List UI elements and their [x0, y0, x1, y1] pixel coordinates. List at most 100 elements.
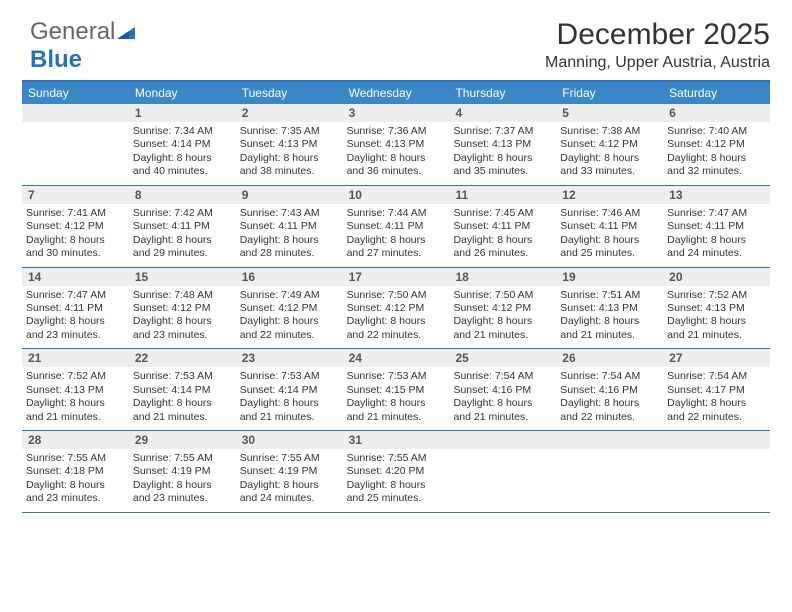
day-number: 15: [129, 268, 236, 286]
daylight-line1: Daylight: 8 hours: [133, 152, 232, 165]
daylight-line2: and 22 minutes.: [667, 411, 766, 424]
daylight-line2: and 35 minutes.: [453, 165, 552, 178]
day-cell: 10Sunrise: 7:44 AMSunset: 4:11 PMDayligh…: [343, 186, 450, 267]
sunset-text: Sunset: 4:12 PM: [26, 220, 125, 233]
day-cell: [22, 104, 129, 185]
daylight-line1: Daylight: 8 hours: [133, 234, 232, 247]
day-number: [556, 431, 663, 449]
sunset-text: Sunset: 4:11 PM: [26, 302, 125, 315]
daylight-line1: Daylight: 8 hours: [240, 234, 339, 247]
daylight-line2: and 26 minutes.: [453, 247, 552, 260]
day-number: 18: [449, 268, 556, 286]
day-body: Sunrise: 7:52 AMSunset: 4:13 PMDaylight:…: [663, 286, 770, 349]
sunset-text: Sunset: 4:13 PM: [26, 384, 125, 397]
day-body: Sunrise: 7:47 AMSunset: 4:11 PMDaylight:…: [22, 286, 129, 349]
day-cell: [556, 431, 663, 512]
daylight-line2: and 27 minutes.: [347, 247, 446, 260]
daylight-line2: and 36 minutes.: [347, 165, 446, 178]
daylight-line2: and 21 minutes.: [560, 329, 659, 342]
day-number: 11: [449, 186, 556, 204]
sunrise-text: Sunrise: 7:55 AM: [347, 452, 446, 465]
day-body: Sunrise: 7:43 AMSunset: 4:11 PMDaylight:…: [236, 204, 343, 267]
sunset-text: Sunset: 4:14 PM: [240, 384, 339, 397]
day-body: Sunrise: 7:45 AMSunset: 4:11 PMDaylight:…: [449, 204, 556, 267]
day-number: 26: [556, 349, 663, 367]
day-cell: 13Sunrise: 7:47 AMSunset: 4:11 PMDayligh…: [663, 186, 770, 267]
daylight-line1: Daylight: 8 hours: [240, 315, 339, 328]
sunset-text: Sunset: 4:13 PM: [667, 302, 766, 315]
day-cell: 12Sunrise: 7:46 AMSunset: 4:11 PMDayligh…: [556, 186, 663, 267]
day-number: 8: [129, 186, 236, 204]
daylight-line2: and 24 minutes.: [240, 492, 339, 505]
day-cell: 14Sunrise: 7:47 AMSunset: 4:11 PMDayligh…: [22, 268, 129, 349]
sunrise-text: Sunrise: 7:53 AM: [347, 370, 446, 383]
daylight-line2: and 32 minutes.: [667, 165, 766, 178]
daylight-line1: Daylight: 8 hours: [133, 397, 232, 410]
sunrise-text: Sunrise: 7:42 AM: [133, 207, 232, 220]
daylight-line1: Daylight: 8 hours: [667, 234, 766, 247]
daylight-line1: Daylight: 8 hours: [667, 152, 766, 165]
daylight-line1: Daylight: 8 hours: [347, 315, 446, 328]
day-number: 5: [556, 104, 663, 122]
daylight-line2: and 29 minutes.: [133, 247, 232, 260]
day-cell: 25Sunrise: 7:54 AMSunset: 4:16 PMDayligh…: [449, 349, 556, 430]
day-number: 19: [556, 268, 663, 286]
sunrise-text: Sunrise: 7:52 AM: [667, 289, 766, 302]
day-number: 23: [236, 349, 343, 367]
day-number: 1: [129, 104, 236, 122]
day-number: 20: [663, 268, 770, 286]
daylight-line2: and 24 minutes.: [667, 247, 766, 260]
daylight-line1: Daylight: 8 hours: [133, 479, 232, 492]
sunset-text: Sunset: 4:11 PM: [133, 220, 232, 233]
day-cell: 5Sunrise: 7:38 AMSunset: 4:12 PMDaylight…: [556, 104, 663, 185]
daylight-line2: and 38 minutes.: [240, 165, 339, 178]
daylight-line2: and 30 minutes.: [26, 247, 125, 260]
day-number: 3: [343, 104, 450, 122]
sunrise-text: Sunrise: 7:40 AM: [667, 125, 766, 138]
sunset-text: Sunset: 4:11 PM: [453, 220, 552, 233]
day-body: Sunrise: 7:54 AMSunset: 4:17 PMDaylight:…: [663, 367, 770, 430]
day-body: Sunrise: 7:47 AMSunset: 4:11 PMDaylight:…: [663, 204, 770, 267]
sunset-text: Sunset: 4:12 PM: [347, 302, 446, 315]
sunrise-text: Sunrise: 7:54 AM: [560, 370, 659, 383]
weekday-label: Monday: [129, 82, 236, 104]
sunrise-text: Sunrise: 7:36 AM: [347, 125, 446, 138]
day-cell: 19Sunrise: 7:51 AMSunset: 4:13 PMDayligh…: [556, 268, 663, 349]
day-number: [449, 431, 556, 449]
daylight-line2: and 21 minutes.: [667, 329, 766, 342]
day-number: 4: [449, 104, 556, 122]
daylight-line1: Daylight: 8 hours: [240, 479, 339, 492]
daylight-line2: and 23 minutes.: [133, 492, 232, 505]
sunrise-text: Sunrise: 7:53 AM: [240, 370, 339, 383]
day-body: Sunrise: 7:38 AMSunset: 4:12 PMDaylight:…: [556, 122, 663, 185]
sunset-text: Sunset: 4:12 PM: [240, 302, 339, 315]
weekday-label: Friday: [556, 82, 663, 104]
daylight-line2: and 23 minutes.: [133, 329, 232, 342]
logo: General Blue: [30, 18, 135, 74]
day-cell: 26Sunrise: 7:54 AMSunset: 4:16 PMDayligh…: [556, 349, 663, 430]
day-body: Sunrise: 7:49 AMSunset: 4:12 PMDaylight:…: [236, 286, 343, 349]
day-number: 2: [236, 104, 343, 122]
day-body: Sunrise: 7:55 AMSunset: 4:20 PMDaylight:…: [343, 449, 450, 512]
day-number: 9: [236, 186, 343, 204]
sunset-text: Sunset: 4:19 PM: [240, 465, 339, 478]
logo-text-1: General: [30, 18, 115, 45]
sunrise-text: Sunrise: 7:55 AM: [240, 452, 339, 465]
day-body: Sunrise: 7:42 AMSunset: 4:11 PMDaylight:…: [129, 204, 236, 267]
daylight-line1: Daylight: 8 hours: [560, 152, 659, 165]
day-cell: 1Sunrise: 7:34 AMSunset: 4:14 PMDaylight…: [129, 104, 236, 185]
sunrise-text: Sunrise: 7:45 AM: [453, 207, 552, 220]
day-number: 25: [449, 349, 556, 367]
sunset-text: Sunset: 4:11 PM: [347, 220, 446, 233]
day-number: 10: [343, 186, 450, 204]
day-cell: 2Sunrise: 7:35 AMSunset: 4:13 PMDaylight…: [236, 104, 343, 185]
daylight-line2: and 21 minutes.: [240, 411, 339, 424]
sunrise-text: Sunrise: 7:51 AM: [560, 289, 659, 302]
daylight-line2: and 40 minutes.: [133, 165, 232, 178]
calendar: Sunday Monday Tuesday Wednesday Thursday…: [22, 80, 770, 513]
daylight-line1: Daylight: 8 hours: [347, 479, 446, 492]
sunset-text: Sunset: 4:14 PM: [133, 138, 232, 151]
sunset-text: Sunset: 4:12 PM: [667, 138, 766, 151]
daylight-line1: Daylight: 8 hours: [26, 234, 125, 247]
day-cell: 17Sunrise: 7:50 AMSunset: 4:12 PMDayligh…: [343, 268, 450, 349]
